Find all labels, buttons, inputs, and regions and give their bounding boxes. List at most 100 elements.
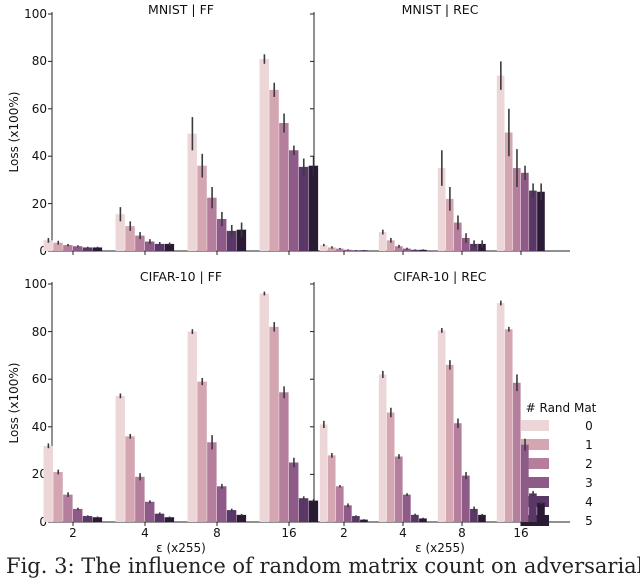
- bar-2-series-1: [327, 455, 336, 522]
- bar-16-series-4: [529, 190, 537, 251]
- bar-4-series-1: [386, 412, 395, 522]
- bar-2-series-2: [63, 245, 73, 251]
- bar-2-series-0: [43, 445, 53, 522]
- bar-8-series-5: [478, 243, 486, 251]
- y-axis-label-top: Loss (x100%): [7, 92, 21, 173]
- y-ticks-top: 0 20 40 60 80 100: [24, 7, 47, 258]
- panel-2: [43, 282, 319, 526]
- x-tick-label: 4: [399, 526, 407, 540]
- y-axis-label-bottom: Loss (x100%): [7, 363, 21, 444]
- x-tick-label: 2: [340, 526, 348, 540]
- bar-4-series-3: [145, 241, 155, 251]
- bar-16-series-4: [298, 498, 309, 522]
- x-tick-label: 16: [513, 526, 528, 540]
- legend-label-4: 4: [585, 495, 593, 509]
- panel-title-cifar-ff: CIFAR-10 | FF: [140, 269, 222, 284]
- bar-2-series-1: [53, 242, 63, 251]
- bar-16-series-2: [512, 168, 521, 251]
- bar-4-series-0: [378, 374, 387, 522]
- legend-swatch-3: [521, 477, 549, 488]
- bar-16-series-4: [298, 166, 309, 251]
- bar-8-series-1: [445, 198, 454, 251]
- legend-label-2: 2: [585, 457, 593, 471]
- bar-16-series-1: [269, 89, 279, 251]
- x-tick-label: 8: [213, 526, 221, 540]
- bar-2-series-4: [82, 247, 93, 251]
- bar-4-series-5: [164, 243, 175, 251]
- bar-4-series-3: [145, 501, 155, 522]
- bar-8-series-0: [437, 168, 446, 251]
- bar-4-series-0: [115, 395, 125, 522]
- bar-8-series-2: [207, 442, 217, 522]
- bar-4-series-4: [411, 249, 419, 251]
- x-tick-label: 4: [141, 526, 149, 540]
- bar-2-series-4: [352, 250, 360, 251]
- panel-title-mnist-rec: MNIST | REC: [402, 2, 479, 17]
- bar-16-series-5: [537, 191, 545, 251]
- bar-2-series-5: [92, 517, 103, 522]
- bar-2-series-5: [92, 247, 103, 251]
- y-tick-label: 40: [32, 420, 47, 434]
- bar-16-series-5: [537, 502, 545, 522]
- bar-16-series-0: [496, 75, 505, 252]
- bar-16-series-1: [504, 329, 513, 522]
- y-tick-label: 80: [32, 54, 47, 68]
- panel-3: [310, 282, 570, 526]
- legend-label-3: 3: [585, 476, 593, 490]
- bar-4-series-1: [386, 240, 395, 251]
- bar-16-series-0: [259, 293, 269, 522]
- panel-1: [310, 12, 570, 255]
- bar-2-series-4: [352, 516, 360, 522]
- bar-8-series-2: [453, 423, 462, 522]
- y-tick-label: 60: [32, 102, 47, 116]
- bar-8-series-5: [236, 514, 247, 522]
- bar-4-series-1: [125, 226, 135, 251]
- y-ticks-bottom: 0 20 40 60 80 100: [24, 277, 47, 529]
- x-tick-label: 8: [458, 526, 466, 540]
- legend-title: # Rand Mat: [526, 401, 597, 415]
- bar-2-series-0: [319, 245, 328, 251]
- y-tick-label: 20: [32, 467, 47, 481]
- x-ticks-left: 2 4 8 16: [69, 526, 296, 540]
- bar-2-series-2: [335, 248, 344, 251]
- bar-4-series-0: [378, 232, 387, 251]
- bar-16-series-4: [529, 493, 537, 522]
- bar-16-series-5: [308, 165, 319, 251]
- bar-4-series-3: [403, 248, 411, 251]
- x-axis-label-left: ε (x255): [156, 541, 206, 555]
- x-axis-label-right: ε (x255): [415, 541, 465, 555]
- bar-16-series-1: [504, 132, 513, 251]
- bar-8-series-2: [453, 222, 462, 251]
- bar-8-series-3: [217, 219, 227, 251]
- panel-0: [43, 12, 319, 255]
- y-tick-label: 20: [32, 197, 47, 211]
- bar-4-series-5: [419, 518, 427, 522]
- y-tick-label: 100: [24, 7, 47, 21]
- bar-4-series-1: [125, 436, 135, 522]
- bar-2-series-3: [344, 505, 352, 522]
- legend-swatch-2: [521, 458, 549, 469]
- bar-8-series-5: [478, 514, 486, 522]
- bar-8-series-1: [197, 381, 207, 522]
- bar-8-series-3: [462, 237, 470, 251]
- bar-4-series-4: [154, 243, 165, 251]
- bar-16-series-3: [521, 444, 529, 522]
- bar-8-series-1: [197, 165, 207, 251]
- bar-8-series-0: [187, 331, 197, 522]
- bar-8-series-0: [187, 133, 197, 251]
- bar-2-series-2: [63, 494, 73, 522]
- bar-8-series-1: [445, 364, 454, 522]
- bar-4-series-5: [419, 249, 427, 251]
- bar-16-series-0: [496, 303, 505, 522]
- bar-16-series-3: [289, 462, 299, 522]
- legend-label-5: 5: [585, 514, 593, 528]
- bar-16-series-3: [521, 172, 529, 251]
- bar-2-series-3: [344, 249, 352, 251]
- bar-2-series-0: [319, 424, 328, 522]
- bar-2-series-3: [73, 246, 83, 251]
- x-tick-label: 16: [281, 526, 296, 540]
- bar-4-series-5: [164, 517, 175, 522]
- panel-title-mnist-ff: MNIST | FF: [148, 2, 214, 17]
- bar-8-series-4: [470, 243, 478, 251]
